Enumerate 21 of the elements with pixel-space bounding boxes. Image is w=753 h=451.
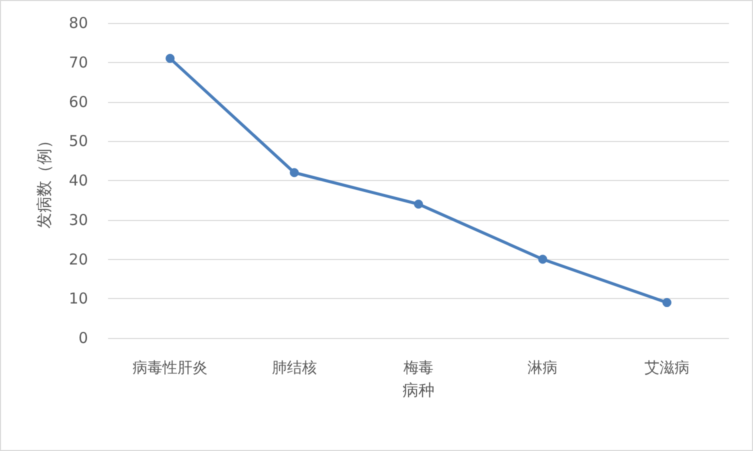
x-tick-label: 梅毒 [402,358,434,376]
y-tick-label: 30 [68,210,88,229]
y-tick-label: 60 [68,92,88,111]
y-tick-label: 10 [68,290,88,308]
point [290,168,299,178]
x-tick-label: 淋病 [528,358,558,376]
x-tick-label: 艾滋病 [644,358,690,376]
y-tick-label: 70 [68,53,88,72]
y-axis-title: 发病数（例） [34,132,54,228]
x-tick-label: 肺结核 [272,358,317,376]
y-tick-label: 40 [68,172,88,190]
y-tick-label: 80 [68,14,88,32]
y-tick-label: 0 [78,329,88,347]
point [662,298,672,308]
x-axis-title: 病种 [402,380,434,400]
y-tick-label: 20 [68,250,88,268]
point [166,54,175,63]
point [414,200,423,209]
y-tick-label: 50 [68,132,88,150]
point [538,254,548,264]
x-tick-label: 病毒性肝炎 [132,358,208,376]
